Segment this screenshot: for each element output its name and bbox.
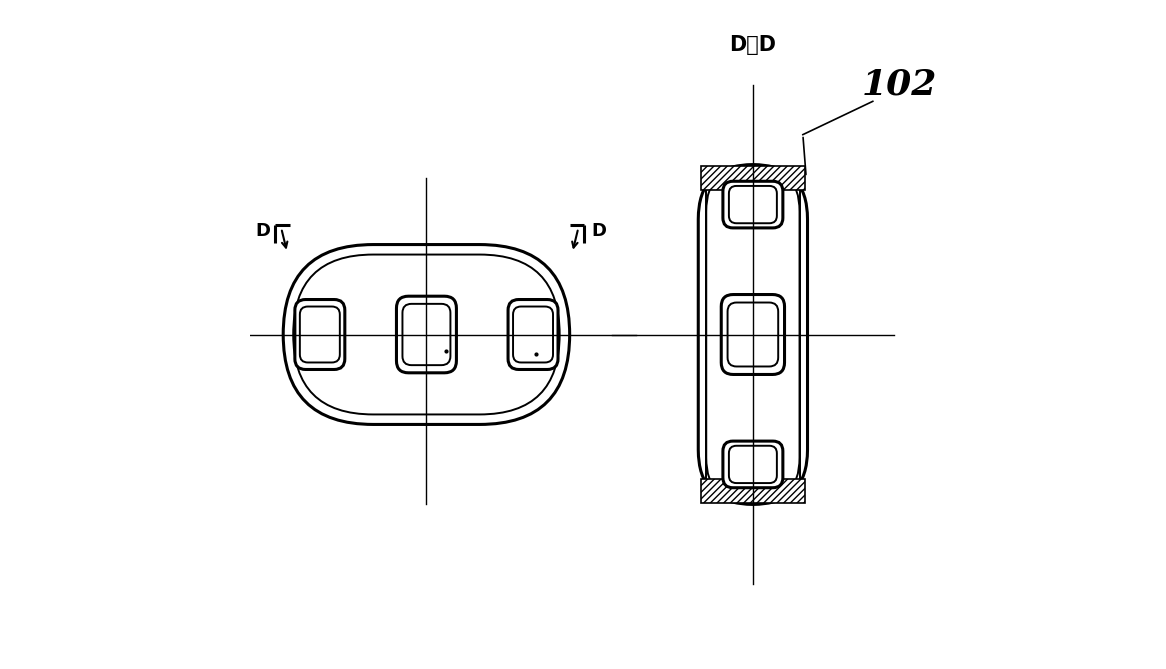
FancyBboxPatch shape: [723, 181, 782, 228]
Text: D: D: [255, 222, 269, 240]
FancyBboxPatch shape: [723, 441, 782, 488]
FancyBboxPatch shape: [508, 300, 559, 369]
FancyBboxPatch shape: [283, 245, 570, 424]
Bar: [701, 479, 805, 503]
FancyBboxPatch shape: [698, 165, 808, 504]
Text: D－D: D－D: [730, 35, 777, 55]
FancyBboxPatch shape: [396, 296, 456, 373]
Bar: [701, 166, 805, 190]
Text: 102: 102: [862, 68, 937, 102]
FancyBboxPatch shape: [722, 294, 785, 375]
Text: D: D: [591, 222, 606, 240]
FancyBboxPatch shape: [295, 300, 345, 369]
